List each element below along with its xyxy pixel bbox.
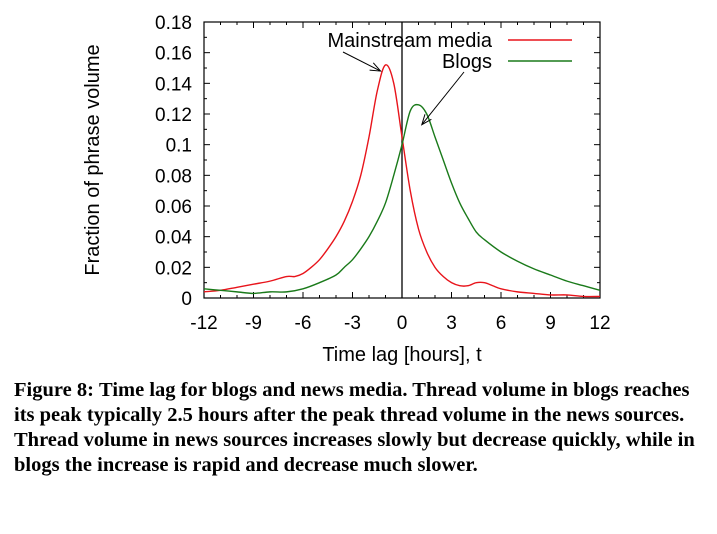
x-tick-label: 9: [545, 313, 556, 334]
annotation-arrowhead-mainstream-media: [369, 62, 382, 72]
y-axis-label: Fraction of phrase volume: [82, 44, 104, 275]
y-tick-label: 0.16: [155, 44, 192, 65]
x-tick-label: -3: [344, 313, 361, 334]
x-tick-label: 6: [496, 313, 507, 334]
annotation-arrowhead-blogs: [420, 114, 432, 126]
y-tick-label: 0.14: [155, 74, 192, 95]
annotation-arrow-blogs: [421, 71, 465, 126]
series-line-blogs: [203, 103, 601, 295]
x-tick-label: 12: [589, 313, 610, 334]
time-lag-chart: Fraction of phrase volume Time lag [hour…: [82, 13, 611, 366]
x-axis-label: Time lag [hours], t: [322, 344, 482, 366]
y-tick-label: 0: [181, 289, 192, 310]
y-tick-label: 0.1: [166, 136, 192, 157]
y-tick-label: 0.18: [155, 13, 192, 34]
y-tick-label: 0.04: [155, 228, 192, 249]
y-tick-label: 0.08: [155, 166, 192, 187]
y-tick-label: 0.06: [155, 197, 192, 218]
series-line-mainstream-media: [203, 64, 601, 298]
caption-text: Time lag for blogs and news media. Threa…: [14, 379, 695, 476]
legend-label-mainstream-media: Mainstream media: [327, 30, 492, 52]
caption-label: Figure 8:: [14, 379, 94, 401]
y-tick-label: 0.12: [155, 105, 192, 126]
figure-caption: Figure 8: Time lag for blogs and news me…: [14, 378, 704, 478]
x-tick-label: -6: [295, 313, 312, 334]
y-axis-label-group: Fraction of phrase volume: [82, 44, 104, 275]
annotation-arrow-mainstream-media: [342, 51, 381, 72]
x-tick-label: 0: [397, 313, 408, 334]
x-tick-label: 3: [446, 313, 457, 334]
x-tick-label: -12: [190, 313, 217, 334]
plot-area: [203, 22, 601, 298]
x-tick-label: -9: [245, 313, 262, 334]
axis-ticks: 0 0.02 0.04 0.06 0.08 0.1 0.12 0.14 0.16 0.18 -12 -…: [155, 13, 611, 334]
legend-label-blogs: Blogs: [442, 51, 492, 73]
y-tick-label: 0.02: [155, 258, 192, 279]
